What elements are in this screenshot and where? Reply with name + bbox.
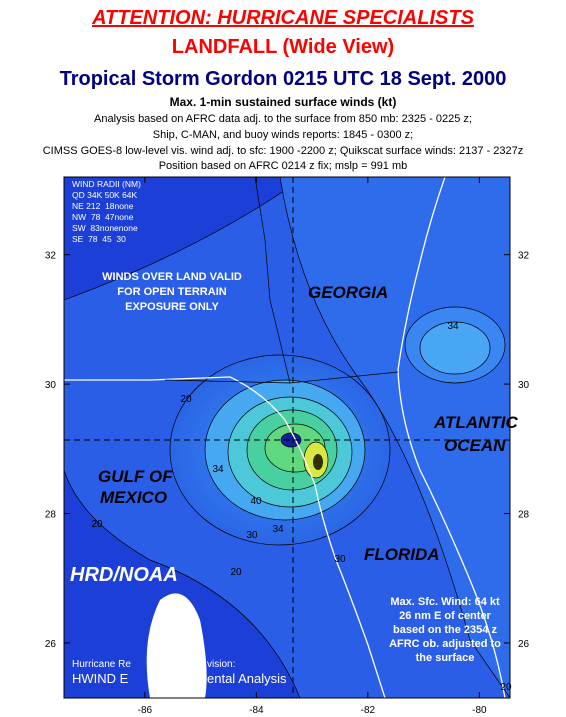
land-note: EXPOSURE ONLY [125,301,219,313]
region-label: GEORGIA [308,283,388,302]
y-tick-label: 26 [518,639,530,650]
contour-label: 34 [447,321,459,332]
land-note: FOR OPEN TERRAIN [117,286,226,298]
y-tick-label: 26 [45,639,57,650]
footer: ental Analysis [207,671,287,686]
note: CIMSS GOES-8 low-level vis. wind adj. to… [43,145,524,157]
contour-label: 20 [230,567,242,578]
x-tick-label: -84 [249,705,264,716]
alert: ATTENTION: HURRICANE SPECIALISTS [91,7,475,29]
y-tick-label: 30 [45,380,57,391]
wind-radii: WIND RADII (NM) QD 34K 50K 64K NE 212 18… [72,179,141,244]
max-wind-line: 26 nm E of center [399,610,491,622]
radii-line: SE 78 45 30 [72,234,126,244]
contour-label: 30 [334,554,346,565]
max-wind-line: Max. Sfc. Wind: 64 kt [390,596,500,608]
radii-line: WIND RADII (NM) [72,179,141,189]
region-label: MEXICO [100,488,167,507]
contour-label: 30 [246,530,258,541]
footer: Hurricane Re [72,659,131,670]
y-tick-label: 28 [518,510,530,521]
contour-label: 20 [91,519,103,530]
region-label: FLORIDA [364,545,440,564]
land-note: WINDS OVER LAND VALID [102,271,242,283]
contour-label: 20 [500,682,512,693]
y-tick-label: 32 [518,251,530,262]
region-label: ATLANTIC [433,413,518,432]
note: Ship, C-MAN, and buoy winds reports: 184… [153,129,413,141]
radii-line: QD 34K 50K 64K [72,190,138,200]
x-tick-label: -80 [472,705,487,716]
radii-line: NE 212 18none [72,201,134,211]
credit: HRD/NOAA [70,564,178,586]
max-wind-line: the surface [416,652,475,664]
title: Tropical Storm Gordon 0215 UTC 18 Sept. … [60,68,507,90]
contour-label: 40 [250,496,262,507]
contour-label: 20 [180,394,192,405]
max-wind-note: Max. Sfc. Wind: 64 kt 26 nm E of center … [389,596,501,664]
radii-line: SW 83nonenone [72,223,138,233]
contour-label: 34 [212,464,224,475]
region-label: OCEAN [444,436,506,455]
region-label: GULF OF [98,467,173,486]
footer: HWIND E [72,671,129,686]
footer: vision: [207,659,235,670]
view: LANDFALL (Wide View) [172,36,394,58]
map-field [64,177,510,698]
note: Analysis based on AFRC data adj. to the … [94,113,472,125]
subtitle: Max. 1-min sustained surface winds (kt) [170,95,397,109]
note: Position based on AFRC 0214 z fix; mslp … [159,160,408,172]
x-tick-label: -86 [138,705,153,716]
y-tick-label: 32 [45,251,57,262]
x-tick-label: -82 [361,705,376,716]
y-tick-label: 30 [518,380,530,391]
max-wind-line: based on the 2354 z [393,624,497,636]
map-frame [63,176,511,699]
max-wind-line: AFRC ob. adjusted to [389,638,501,650]
y-tick-label: 28 [45,510,57,521]
radii-line: NW 78 47none [72,212,134,222]
contour-label: 34 [272,524,284,535]
